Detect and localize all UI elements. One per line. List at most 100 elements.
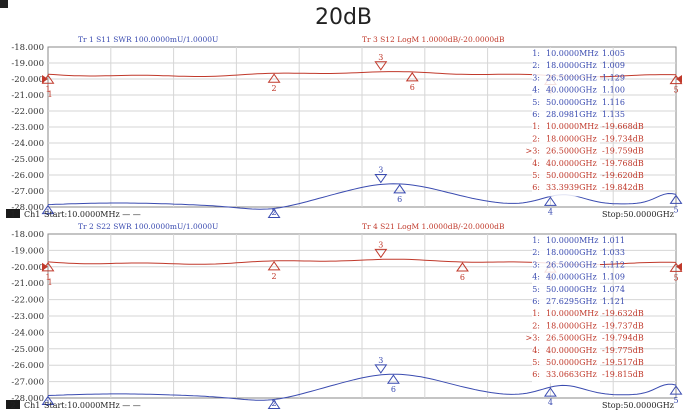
marker-table-frequency: 50.0000GHz bbox=[546, 171, 597, 180]
marker-table-value: -19.768dB bbox=[602, 159, 644, 168]
y-axis-label: -23.000 bbox=[11, 312, 44, 322]
marker-a-4-icon[interactable] bbox=[543, 387, 557, 397]
marker-table-frequency: 40.0000GHz bbox=[546, 159, 597, 168]
marker-table-index: 6: bbox=[532, 183, 540, 192]
y-axis-label: -18.000 bbox=[11, 230, 44, 240]
y-axis-label: -19.000 bbox=[11, 59, 44, 69]
marker-table-frequency: 28.0981GHz bbox=[546, 110, 597, 119]
marker-a-2-icon[interactable] bbox=[267, 208, 281, 218]
marker-b-label: 2 bbox=[272, 84, 277, 93]
marker-table-index: 1: bbox=[532, 309, 540, 318]
marker-b-5-icon[interactable] bbox=[669, 74, 683, 85]
marker-a-4-icon[interactable] bbox=[543, 196, 557, 206]
marker-table-frequency: 10.0000MHz bbox=[546, 49, 598, 58]
reference-right-icon bbox=[676, 75, 682, 83]
marker-a-label: 3 bbox=[378, 165, 383, 174]
channel-label: Ch1 bbox=[24, 401, 40, 410]
marker-a-1-icon[interactable] bbox=[41, 204, 55, 215]
y-axis-label: -27.000 bbox=[11, 187, 44, 197]
marker-table-index: 4: bbox=[532, 159, 540, 168]
marker-table-index: 4: bbox=[532, 86, 540, 95]
channel-badge[interactable] bbox=[6, 209, 20, 218]
marker-table-value: -19.775dB bbox=[602, 346, 644, 355]
page-title: 20dB bbox=[314, 5, 373, 30]
y-axis-label: -20.000 bbox=[11, 75, 44, 85]
marker-b-6-icon[interactable] bbox=[456, 262, 469, 272]
marker-a-label: 4 bbox=[548, 207, 553, 216]
marker-table-index: 6: bbox=[532, 110, 540, 119]
marker-table-frequency: 26.5000GHz bbox=[546, 260, 597, 269]
marker-table-frequency: 26.5000GHz bbox=[546, 73, 597, 82]
marker-a-6-icon[interactable] bbox=[393, 184, 407, 194]
marker-b-3-icon[interactable] bbox=[374, 248, 388, 259]
marker-b-6-icon[interactable] bbox=[405, 72, 419, 82]
marker-table-frequency: 26.5000GHz bbox=[546, 334, 597, 343]
marker-table-value: 1.074 bbox=[602, 285, 625, 294]
marker-table-index: 5: bbox=[532, 358, 540, 367]
marker-a-label: 5 bbox=[673, 205, 678, 214]
y-axis-label: -21.000 bbox=[11, 279, 44, 289]
marker-table-value: 1.116 bbox=[602, 98, 625, 107]
marker-b-label: 6 bbox=[410, 83, 415, 92]
channel-badge-number: 2 bbox=[10, 401, 15, 410]
marker-b-3-icon[interactable] bbox=[374, 61, 388, 71]
marker-a-3-icon[interactable] bbox=[374, 173, 388, 184]
marker-table-frequency: 26.5000GHz bbox=[546, 147, 597, 156]
y-axis-label: -25.000 bbox=[11, 155, 44, 165]
channel-badge-number: 1 bbox=[10, 210, 15, 219]
marker-table-value: 1.112 bbox=[602, 260, 625, 269]
marker-table-frequency: 40.0000GHz bbox=[546, 273, 597, 282]
marker-a-2-icon[interactable] bbox=[267, 399, 281, 409]
trace-b-header: Tr 3 S12 LogM 1.0000dB/-20.0000dB bbox=[362, 35, 505, 44]
marker-b-5-icon[interactable] bbox=[669, 262, 683, 272]
marker-table-value: -19.517dB bbox=[602, 358, 644, 367]
marker-table-index: 5: bbox=[532, 98, 540, 107]
marker-table-value: -19.734dB bbox=[602, 134, 644, 143]
y-axis-label: -25.000 bbox=[11, 345, 44, 355]
marker-b-label: 2 bbox=[272, 272, 277, 281]
reference-marker-label: 1 bbox=[47, 278, 52, 287]
y-axis-label: -20.000 bbox=[11, 263, 44, 273]
marker-a-label: 6 bbox=[391, 385, 396, 394]
channel-badge[interactable] bbox=[6, 400, 20, 409]
marker-b-label: 3 bbox=[378, 53, 383, 62]
marker-table-frequency: 40.0000GHz bbox=[546, 86, 597, 95]
start-frequency: Start:10.0000MHz — — bbox=[44, 210, 141, 219]
marker-a-1-icon[interactable] bbox=[41, 395, 55, 406]
marker-table-frequency: 18.0000GHz bbox=[546, 248, 597, 257]
window-corner-icon bbox=[0, 0, 8, 8]
marker-a-5-icon[interactable] bbox=[669, 385, 683, 395]
marker-b-1-icon[interactable] bbox=[41, 74, 55, 84]
marker-a-3-icon[interactable] bbox=[374, 364, 388, 374]
marker-table-value: -19.815dB bbox=[602, 370, 644, 379]
marker-a-6-icon[interactable] bbox=[386, 374, 400, 384]
marker-table-frequency: 50.0000GHz bbox=[546, 285, 597, 294]
marker-table-value: 1.005 bbox=[602, 49, 625, 58]
marker-a-label: 6 bbox=[397, 195, 402, 204]
marker-table-index: 4: bbox=[532, 346, 540, 355]
marker-table-index: 6: bbox=[532, 370, 540, 379]
marker-table-value: 1.109 bbox=[602, 273, 625, 282]
y-axis-label: -24.000 bbox=[11, 328, 44, 338]
marker-table-bg bbox=[532, 48, 600, 197]
marker-table-frequency: 50.0000GHz bbox=[546, 98, 597, 107]
y-axis-label: -22.000 bbox=[11, 107, 44, 117]
y-axis-label: -24.000 bbox=[11, 139, 44, 149]
marker-b-2-icon[interactable] bbox=[267, 73, 281, 83]
marker-table-frequency: 40.0000GHz bbox=[546, 346, 597, 355]
marker-table-index: >3: bbox=[526, 147, 541, 156]
marker-table-value: 1.129 bbox=[602, 73, 625, 82]
marker-table-index: 5: bbox=[532, 171, 540, 180]
marker-b-2-icon[interactable] bbox=[267, 260, 281, 271]
marker-table-index: 1: bbox=[532, 49, 540, 58]
trace-a-header: Tr 1 S11 SWR 100.0000mU/1.0000U bbox=[78, 35, 218, 44]
marker-a-5-icon[interactable] bbox=[669, 194, 683, 204]
marker-a-label: 5 bbox=[673, 396, 678, 405]
y-axis-label: -23.000 bbox=[11, 123, 44, 133]
marker-a-label: 1 bbox=[45, 399, 50, 408]
marker-table-index: 2: bbox=[532, 321, 540, 330]
stop-frequency: Stop:50.0000GHz bbox=[602, 401, 674, 410]
channel-label: Ch1 bbox=[24, 210, 40, 219]
marker-b-1-icon[interactable] bbox=[41, 261, 55, 272]
